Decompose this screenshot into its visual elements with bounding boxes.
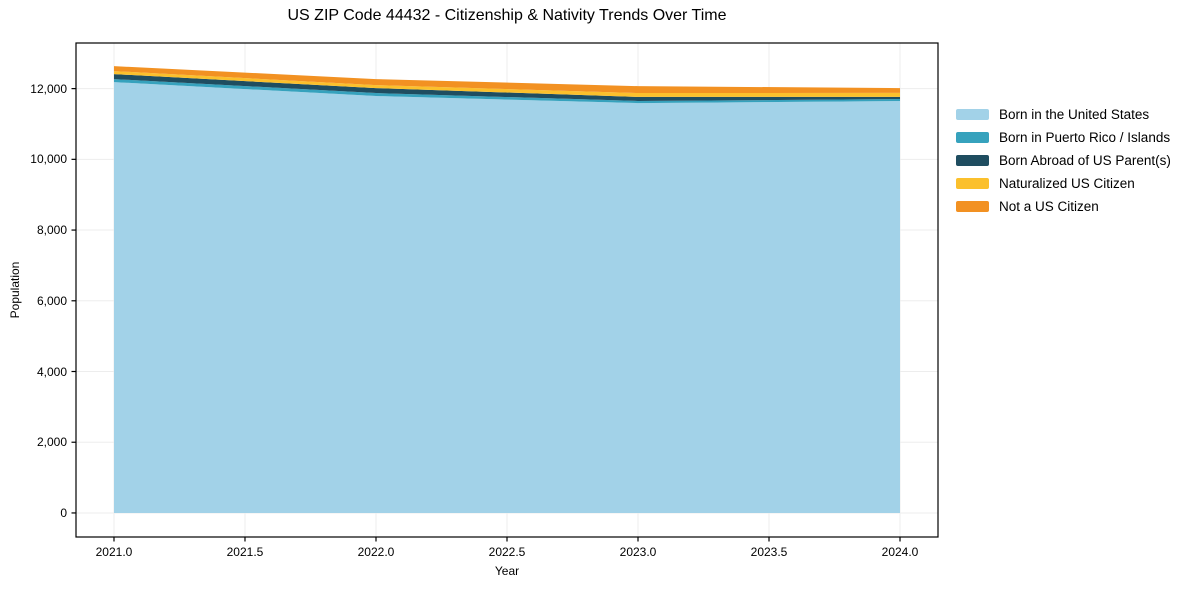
area-series-born-in-the-united-states <box>113 82 901 513</box>
y-tick-label: 2,000 <box>36 435 67 450</box>
legend-label: Not a US Citizen <box>999 199 1099 214</box>
area-series-naturalized-us-citizen <box>113 71 901 97</box>
legend-label: Born in the United States <box>999 107 1150 122</box>
x-tick-label: 2023.0 <box>619 545 657 559</box>
legend-label: Born in Puerto Rico / Islands <box>999 130 1171 145</box>
y-tick-label: 6,000 <box>36 293 67 308</box>
legend-swatch-icon <box>956 132 989 143</box>
legend-swatch-icon <box>956 178 989 189</box>
legend: Born in the United States Born in Puerto … <box>956 103 1171 218</box>
x-axis-label: Year <box>494 564 520 578</box>
legend-swatch-icon <box>956 155 989 166</box>
legend-swatch-icon <box>956 109 989 120</box>
y-tick-label: 4,000 <box>36 364 67 379</box>
area-series-born-abroad-of-us-parent-s <box>113 74 901 101</box>
legend-label: Naturalized US Citizen <box>999 176 1135 191</box>
legend-item-born-in-puerto-rico-islands: Born in Puerto Rico / Islands <box>956 126 1171 149</box>
legend-item-naturalized-us-citizen: Naturalized US Citizen <box>956 172 1171 195</box>
x-tick-label: 2024.0 <box>881 545 919 559</box>
x-tick-label: 2023.5 <box>750 545 788 559</box>
x-tick-label: 2022.5 <box>488 545 526 559</box>
chart-title: US ZIP Code 44432 - Citizenship & Nativi… <box>287 7 727 24</box>
legend-item-not-a-us-citizen: Not a US Citizen <box>956 195 1171 218</box>
legend-item-born-abroad-of-us-parent-s: Born Abroad of US Parent(s) <box>956 149 1171 172</box>
x-tick-label: 2021.0 <box>95 545 133 559</box>
legend-label: Born Abroad of US Parent(s) <box>999 153 1171 168</box>
y-axis-label: Population <box>8 261 22 319</box>
x-tick-label: 2021.5 <box>226 545 264 559</box>
y-tick-label: 10,000 <box>30 152 67 167</box>
area-series-not-a-us-citizen <box>113 66 901 94</box>
y-tick-label: 0 <box>60 505 67 520</box>
x-tick-label: 2022.0 <box>357 545 395 559</box>
legend-swatch-icon <box>956 201 989 212</box>
area-series-born-in-puerto-rico-islands <box>113 79 901 104</box>
y-tick-label: 8,000 <box>36 223 67 238</box>
y-tick-label: 12,000 <box>30 81 67 96</box>
legend-item-born-in-the-united-states: Born in the United States <box>956 103 1171 126</box>
